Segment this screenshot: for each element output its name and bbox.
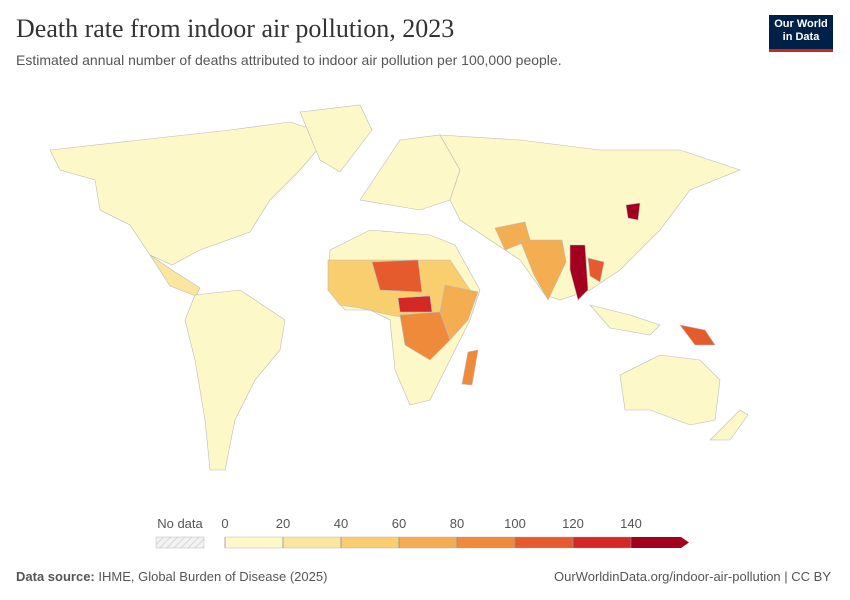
legend-tick-label: 0 bbox=[221, 516, 228, 531]
east-africa bbox=[439, 284, 479, 341]
legend-swatch bbox=[224, 536, 284, 549]
legend-swatch bbox=[514, 536, 574, 549]
logo-line: in Data bbox=[782, 31, 820, 43]
legend-tick-label: 60 bbox=[392, 516, 406, 531]
legend-tick-label: 40 bbox=[334, 516, 348, 531]
legend-tick-label: 80 bbox=[450, 516, 464, 531]
papua bbox=[679, 324, 716, 346]
legend-swatch bbox=[631, 537, 689, 548]
south-america bbox=[184, 289, 286, 471]
laos bbox=[587, 257, 605, 283]
australia bbox=[619, 354, 721, 426]
asia bbox=[439, 134, 741, 301]
india bbox=[519, 239, 567, 301]
new-zealand bbox=[709, 409, 749, 441]
legend-tick-label: 140 bbox=[620, 516, 642, 531]
subtitle: Estimated annual number of deaths attrib… bbox=[16, 52, 562, 68]
legend-tick-label: 100 bbox=[504, 516, 526, 531]
legend-swatch bbox=[456, 536, 516, 549]
central-america bbox=[149, 254, 201, 297]
legend-swatch bbox=[282, 536, 342, 549]
central-africa bbox=[399, 311, 451, 361]
legend-tick-label: 120 bbox=[562, 516, 584, 531]
legend-swatch bbox=[398, 536, 458, 549]
legend-swatch bbox=[572, 536, 632, 549]
madagascar bbox=[461, 349, 479, 386]
source: Data source: IHME, Global Burden of Dise… bbox=[16, 569, 327, 584]
legend: No data 0 20 40 60 80 100 120 140 bbox=[155, 516, 689, 549]
no-data-label: No data bbox=[157, 516, 203, 531]
myanmar bbox=[569, 244, 589, 301]
legend-swatch bbox=[340, 536, 400, 549]
greenland bbox=[299, 104, 373, 173]
niger-chad bbox=[371, 259, 423, 293]
source-label: Data source: bbox=[16, 569, 95, 584]
europe bbox=[359, 134, 461, 211]
north-korea bbox=[625, 202, 641, 221]
source-text: IHME, Global Burden of Disease (2025) bbox=[98, 569, 328, 584]
logo-line: Our World bbox=[774, 18, 828, 30]
indonesia bbox=[589, 304, 661, 336]
north-america bbox=[49, 121, 331, 266]
logo[interactable]: Our World in Data bbox=[769, 15, 833, 52]
no-data-swatch bbox=[155, 536, 205, 549]
url[interactable]: OurWorldinData.org/indoor-air-pollution … bbox=[554, 569, 831, 584]
legend-tick-label: 20 bbox=[276, 516, 290, 531]
title: Death rate from indoor air pollution, 20… bbox=[16, 14, 455, 43]
central-african-republic bbox=[397, 295, 433, 313]
land bbox=[49, 104, 749, 471]
